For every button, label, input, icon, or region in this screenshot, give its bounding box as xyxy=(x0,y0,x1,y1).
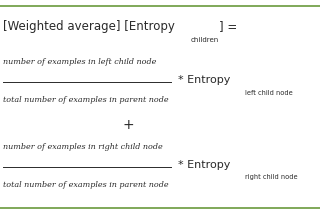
Text: right child node: right child node xyxy=(245,174,297,180)
Text: number of examples in left child node: number of examples in left child node xyxy=(3,58,156,66)
Text: [Weighted average] [Entropy: [Weighted average] [Entropy xyxy=(3,20,175,33)
Text: total number of examples in parent node: total number of examples in parent node xyxy=(3,181,169,189)
Text: children: children xyxy=(190,37,219,43)
Text: * Entropy: * Entropy xyxy=(178,75,230,85)
Text: number of examples in right child node: number of examples in right child node xyxy=(3,143,163,151)
Text: +: + xyxy=(122,118,134,132)
Text: left child node: left child node xyxy=(245,90,292,96)
Text: * Entropy: * Entropy xyxy=(178,160,230,170)
Text: ] =: ] = xyxy=(219,20,237,33)
Text: total number of examples in parent node: total number of examples in parent node xyxy=(3,96,169,104)
